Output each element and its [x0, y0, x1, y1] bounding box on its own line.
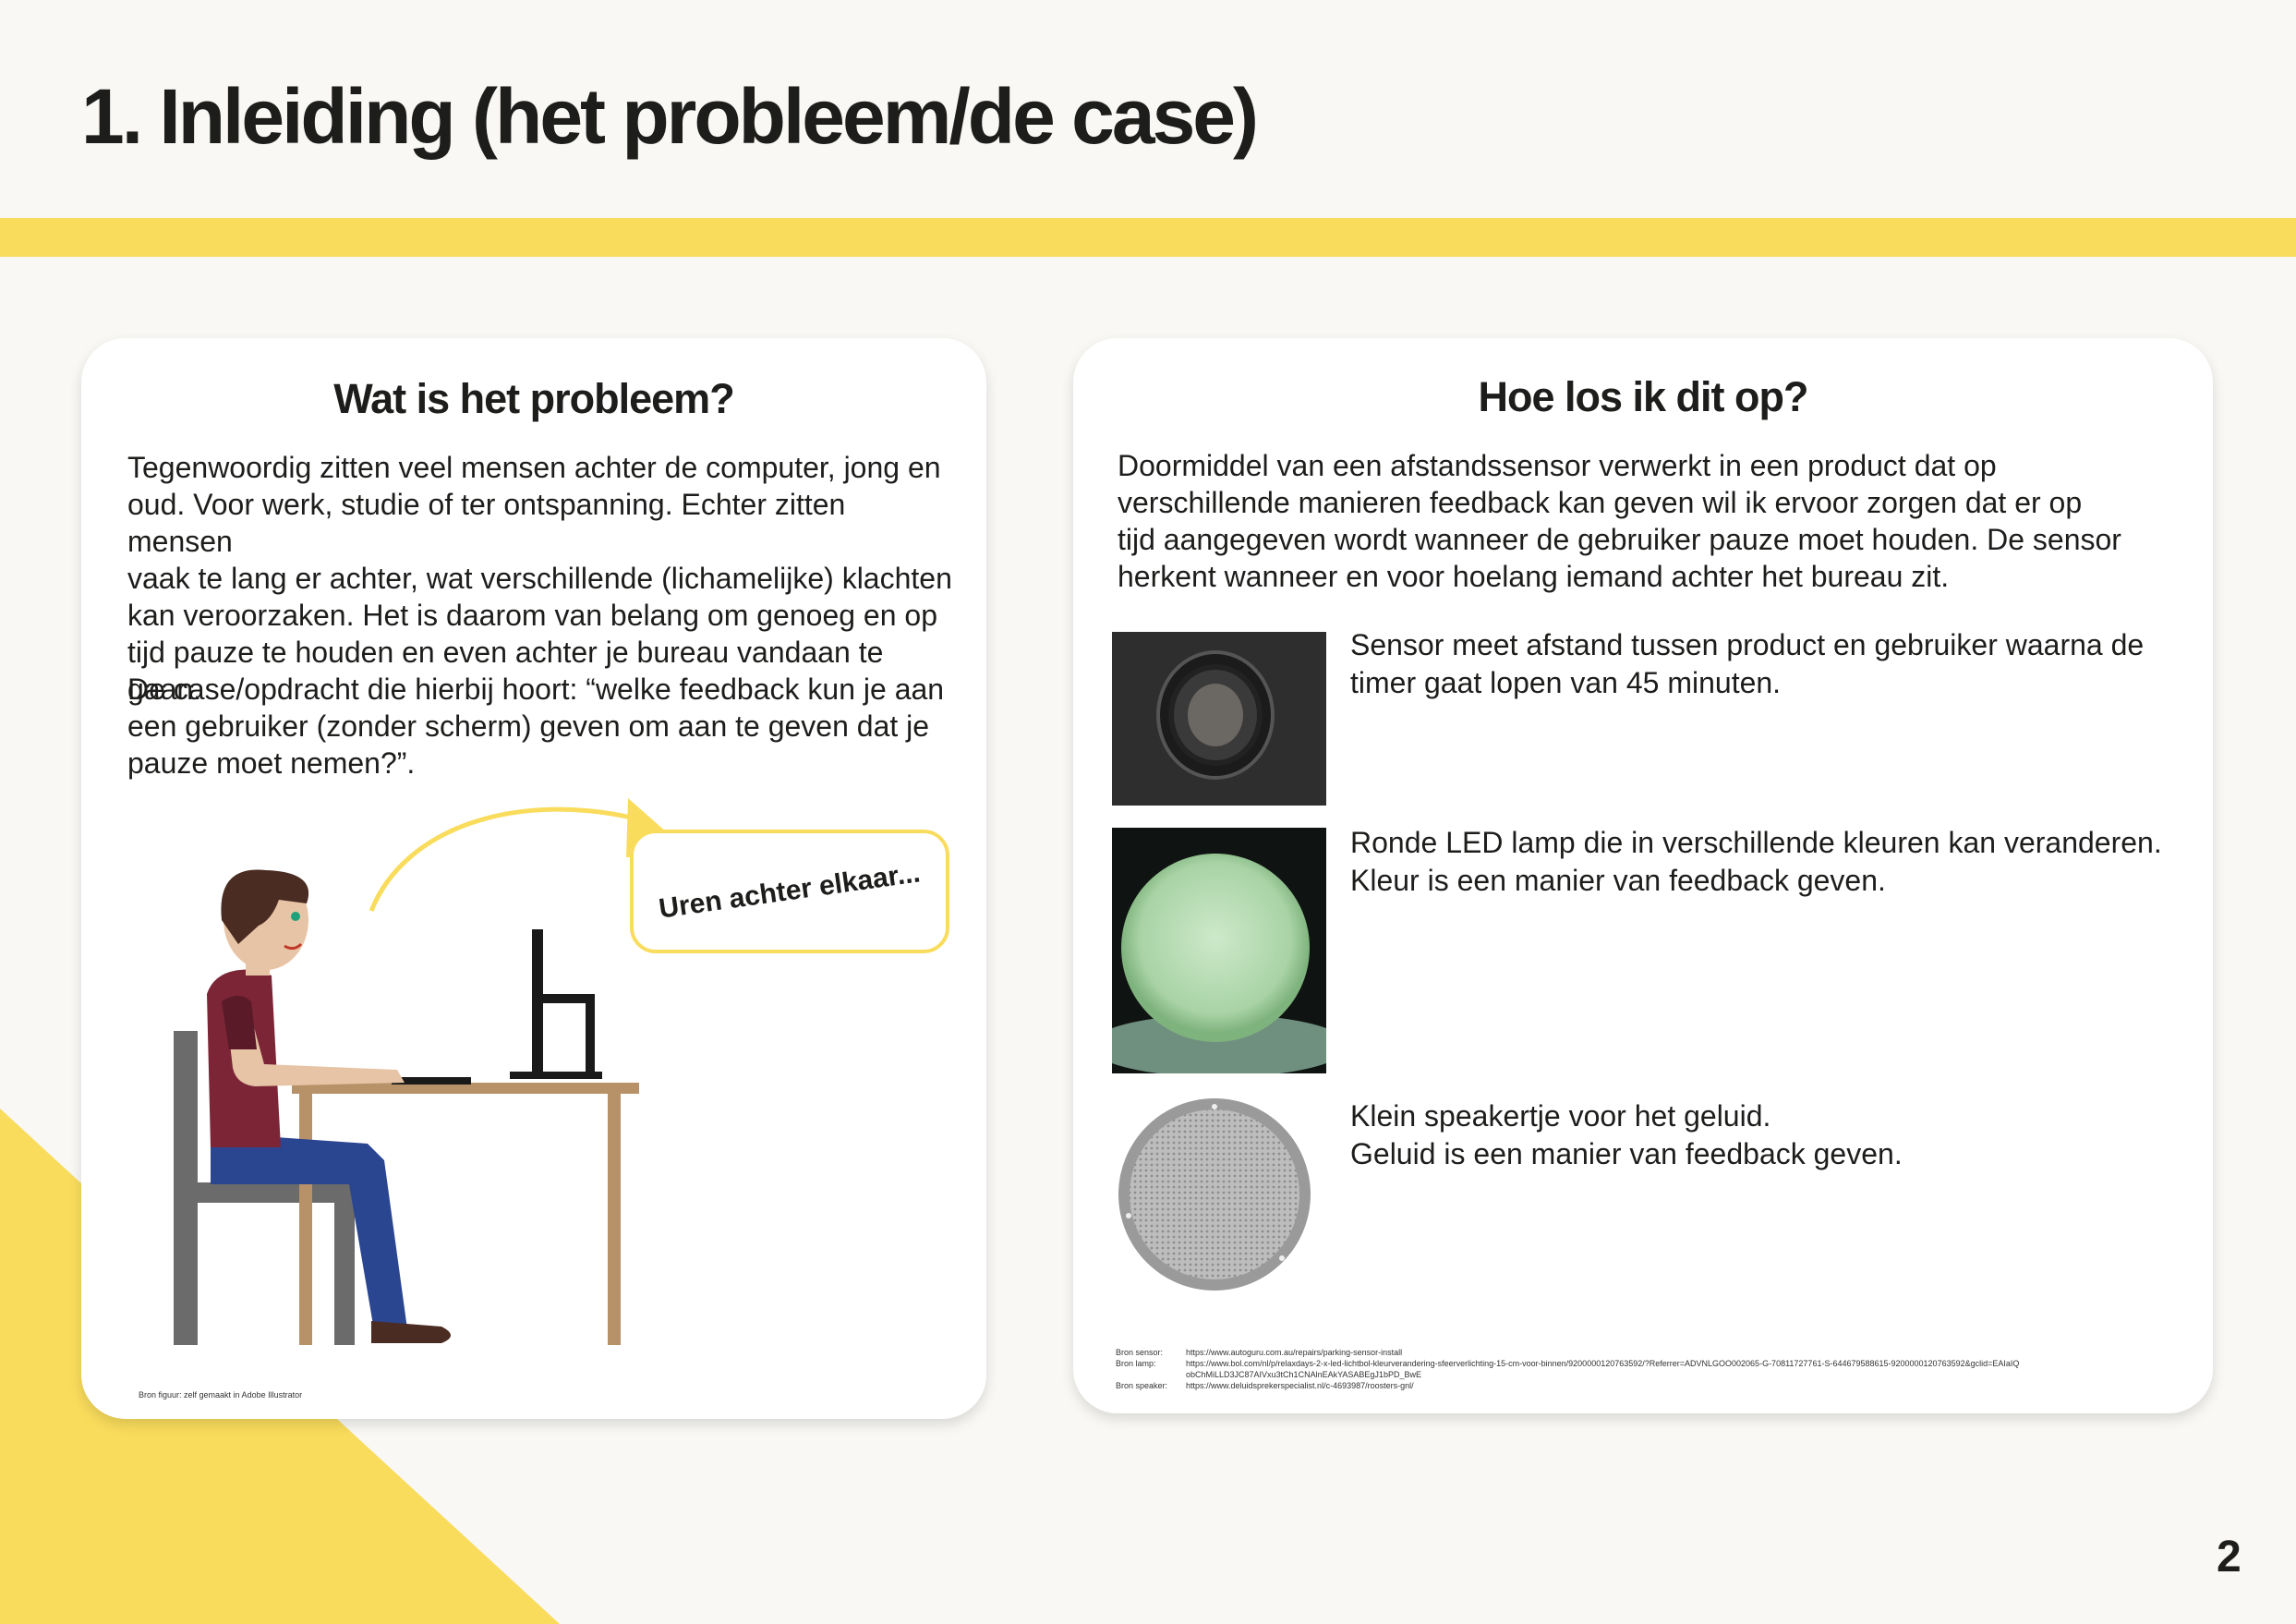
source-label: Bron sensor: [1116, 1348, 1164, 1357]
problem-heading: Wat is het probleem? [333, 375, 734, 422]
source-link[interactable]: https://www.deluidsprekerspecialist.nl/c… [1186, 1381, 1414, 1390]
text-line: een gebruiker (zonder scherm) geven om a… [127, 709, 930, 743]
solution-card: Hoe los ik dit op? Doormiddel van een af… [1073, 338, 2213, 1413]
text-line: Doormiddel van een afstandssensor verwer… [1118, 449, 1997, 482]
round-led-lamp-photo [1112, 828, 1326, 1073]
source-link[interactable]: obChMiLLD3JC87AIVxu3tCh1CNAlnEAkYASABEgJ… [1186, 1370, 1421, 1379]
source-link[interactable]: https://www.autoguru.com.au/repairs/park… [1186, 1348, 1403, 1357]
text-line: Sensor meet afstand tussen product en ge… [1350, 628, 2145, 661]
source-label: Bron lamp: [1116, 1359, 1156, 1368]
lamp-description: Ronde LED lamp die in verschillende kleu… [1350, 824, 2163, 900]
header-band [0, 218, 2296, 257]
source-label: Bron speaker: [1116, 1381, 1168, 1390]
text-line: kan veroorzaken. Het is daarom van belan… [127, 599, 937, 632]
text-line: pauze moet nemen?”. [127, 746, 416, 780]
sensor-description: Sensor meet afstand tussen product en ge… [1350, 626, 2163, 702]
text-line: De case/opdracht die hierbij hoort: “wel… [127, 673, 945, 706]
text-line: Kleur is een manier van feedback geven. [1350, 864, 1886, 897]
source-link[interactable]: https://www.bol.com/nl/p/relaxdays-2-x-l… [1186, 1359, 2020, 1368]
distance-sensor-photo [1112, 632, 1326, 806]
speaker-grille-photo [1118, 1098, 1311, 1291]
text-line: herkent wanneer en voor hoelang iemand a… [1118, 560, 1950, 593]
text-line: Ronde LED lamp die in verschillende kleu… [1350, 826, 2162, 859]
figure-source: Bron figuur: zelf gemaakt in Adobe Illus… [139, 1390, 303, 1400]
sources-list: Bron sensor: https://www.autoguru.com.au… [1116, 1347, 2178, 1402]
text-line: oud. Voor werk, studie of ter ontspannin… [127, 488, 846, 558]
page-number: 2 [2217, 1533, 2242, 1582]
text-line: tijd aangegeven wordt wanneer de gebruik… [1118, 523, 2121, 556]
text-line: vaak te lang er achter, wat verschillend… [127, 562, 952, 595]
speech-bubble: Uren achter elkaar... [630, 830, 949, 953]
solution-heading: Hoe los ik dit op? [1478, 373, 1808, 420]
problem-card: Wat is het probleem? Tegenwoordig zitten… [81, 338, 986, 1419]
text-line: timer gaat lopen van 45 minuten. [1350, 666, 1782, 699]
speaker-description: Klein speakertje voor het geluid. Geluid… [1350, 1097, 2163, 1173]
solution-intro: Doormiddel van een afstandssensor verwer… [1118, 447, 2180, 595]
problem-paragraph-2: De case/opdracht die hierbij hoort: “wel… [127, 671, 959, 782]
text-line: verschillende manieren feedback kan geve… [1118, 486, 2083, 519]
person-at-desk-illustration [174, 869, 639, 1345]
text-line: tijd pauze te houden en even achter je b… [127, 636, 884, 706]
text-line: Geluid is een manier van feedback geven. [1350, 1137, 1903, 1170]
text-line: Tegenwoordig zitten veel mensen achter d… [127, 451, 941, 484]
problem-paragraph-1: Tegenwoordig zitten veel mensen achter d… [127, 449, 959, 708]
page-title: 1. Inleiding (het probleem/de case) [81, 73, 1259, 160]
text-line: Klein speakertje voor het geluid. [1350, 1099, 1771, 1133]
